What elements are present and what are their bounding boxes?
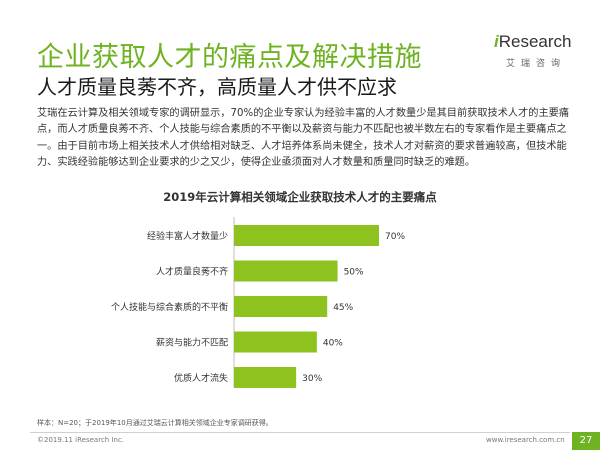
website-link[interactable]: www.iresearch.com.cn — [486, 436, 565, 444]
page-title: 企业获取人才的痛点及解决措施 — [37, 42, 422, 73]
logo-cn-text: 艾瑞咨询 — [506, 59, 567, 69]
page-number: 27 — [572, 432, 600, 450]
category-label: 经验丰富人才数量少 — [147, 230, 228, 242]
bar — [234, 296, 328, 317]
copyright-text: ©2019.11 iResearch Inc. — [37, 436, 125, 444]
footnote: 样本：N=20；于2019年10月通过艾瑞云计算相关领域企业专家调研获得。 — [37, 419, 273, 427]
category-label: 个人技能与综合素质的不平衡 — [111, 301, 228, 313]
bar — [234, 260, 338, 282]
iresearch-logo: iResearch 艾瑞咨询 — [494, 32, 576, 76]
category-label: 薪资与能力不匹配 — [156, 337, 228, 349]
bar — [234, 367, 297, 388]
value-label: 40% — [323, 339, 343, 349]
logo-prefix: i — [494, 32, 499, 51]
logo-name: Research — [498, 32, 572, 51]
bar — [234, 225, 379, 246]
value-label: 30% — [302, 374, 322, 384]
value-label: 45% — [333, 303, 353, 313]
category-label: 优质人才流失 — [174, 372, 228, 384]
footer-divider — [30, 432, 570, 433]
category-label: 人才质量良莠不齐 — [156, 266, 228, 278]
bar — [234, 331, 317, 353]
page-subtitle: 人才质量良莠不齐，高质量人才供不应求 — [37, 75, 397, 99]
value-label: 70% — [385, 232, 405, 242]
value-label: 50% — [344, 268, 364, 278]
body-paragraph: 艾瑞在云计算及相关领域专家的调研显示，70%的企业专家认为经验丰富的人才数量少是… — [37, 108, 570, 168]
chart-title: 2019年云计算相关领域企业获取技术人才的主要痛点 — [163, 190, 437, 204]
